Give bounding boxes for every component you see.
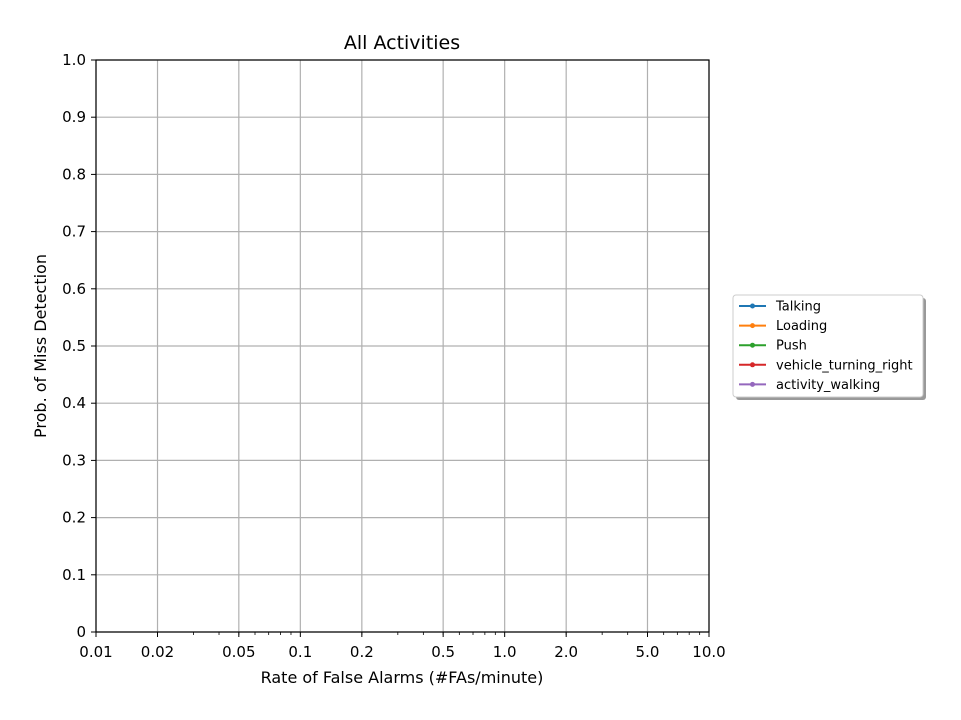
legend-label-0: Talking bbox=[775, 300, 821, 315]
grid-layer bbox=[95, 59, 710, 633]
y-tick-label: 1.0 bbox=[62, 51, 86, 69]
y-axis-label: Prob. of Miss Detection bbox=[31, 254, 50, 438]
x-axis-label: Rate of False Alarms (#FAs/minute) bbox=[261, 668, 544, 687]
legend-marker-0 bbox=[750, 303, 755, 309]
legend-entries: Talking Loading Push vehicle_turning_righta… bbox=[739, 300, 913, 393]
legend-marker-1 bbox=[750, 323, 755, 329]
legend-label-1: Loading bbox=[776, 319, 827, 334]
y-tick-label: 0.7 bbox=[62, 223, 86, 241]
x-tick-label: 0.02 bbox=[141, 643, 174, 661]
x-tick-label: 0.01 bbox=[79, 643, 112, 661]
x-tick-label: 0.2 bbox=[350, 643, 374, 661]
x-tick-label: 0.1 bbox=[288, 643, 312, 661]
legend-label-3: vehicle_turning_right bbox=[776, 358, 913, 373]
legend-box bbox=[732, 294, 924, 398]
legend-marker-2 bbox=[750, 342, 755, 348]
y-tick-label: 0.6 bbox=[62, 280, 86, 298]
chart-title: All Activities bbox=[344, 32, 460, 54]
x-tick-label: 1.0 bbox=[493, 643, 517, 661]
y-tick-label: 0.3 bbox=[62, 451, 86, 469]
x-tick-label: 0.05 bbox=[222, 643, 255, 661]
tick-layer: 0.01 0.02 0.05 0.1 0.2 0.5 1.0 2.0 5.0 10.0 0 0.1 0.… bbox=[62, 51, 726, 661]
x-tick-label: 5.0 bbox=[636, 643, 660, 661]
y-tick-label: 0.4 bbox=[62, 394, 86, 412]
legend-label-2: Push bbox=[776, 339, 807, 354]
legend-marker-4 bbox=[750, 381, 755, 387]
x-tick-label: 2.0 bbox=[554, 643, 578, 661]
legend-marker-3 bbox=[750, 362, 755, 368]
y-tick-label: 0 bbox=[76, 623, 86, 641]
x-tick-label: 0.5 bbox=[431, 643, 455, 661]
x-tick-label: 10.0 bbox=[692, 643, 725, 661]
legend-label-4: activity_walking bbox=[776, 378, 880, 393]
y-tick-label: 0.8 bbox=[62, 165, 86, 183]
y-tick-label: 0.5 bbox=[62, 337, 86, 355]
y-tick-label: 0.1 bbox=[62, 566, 86, 584]
y-tick-label: 0.9 bbox=[62, 108, 86, 126]
y-tick-label: 0.2 bbox=[62, 509, 86, 527]
legend: Talking Loading Push vehicle_turning_righta… bbox=[732, 294, 926, 400]
